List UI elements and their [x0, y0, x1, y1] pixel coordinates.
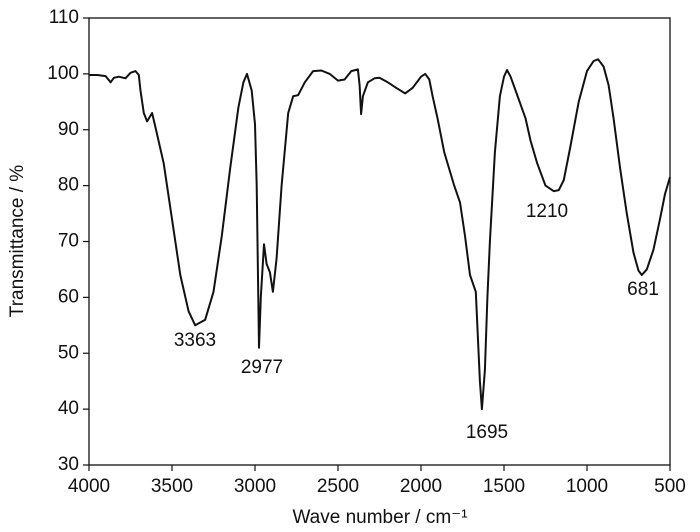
y-tick-label: 50 [58, 342, 79, 363]
x-tick-label: 3500 [151, 476, 193, 497]
y-tick-label: 100 [47, 63, 79, 84]
x-tick-label: 3000 [234, 476, 276, 497]
peak-annotation: 1695 [466, 422, 508, 443]
y-tick-label: 40 [58, 398, 79, 419]
x-tick-label: 500 [654, 476, 686, 497]
y-tick-label: 80 [58, 175, 79, 196]
peak-annotation: 2977 [241, 357, 283, 378]
spectrum-line [89, 58, 671, 411]
y-tick-label: 90 [58, 119, 79, 140]
y-tick-label: 70 [58, 231, 79, 252]
x-tick-label: 2000 [400, 476, 442, 497]
y-tick-label: 60 [58, 286, 79, 307]
peak-annotation: 3363 [174, 330, 216, 351]
peak-annotation: 1210 [526, 201, 568, 222]
y-tick-label: 110 [49, 7, 79, 28]
x-tick-label: 1000 [566, 476, 608, 497]
x-tick-label: 2500 [317, 476, 359, 497]
x-tick-label: 1500 [483, 476, 525, 497]
x-axis-label: Wave number / cm⁻¹ [292, 507, 467, 528]
y-axis-label: Transmittance / % [7, 165, 28, 318]
y-tick-label: 30 [58, 454, 79, 475]
x-tick-label: 4000 [68, 476, 110, 497]
peak-annotation: 681 [627, 279, 659, 300]
